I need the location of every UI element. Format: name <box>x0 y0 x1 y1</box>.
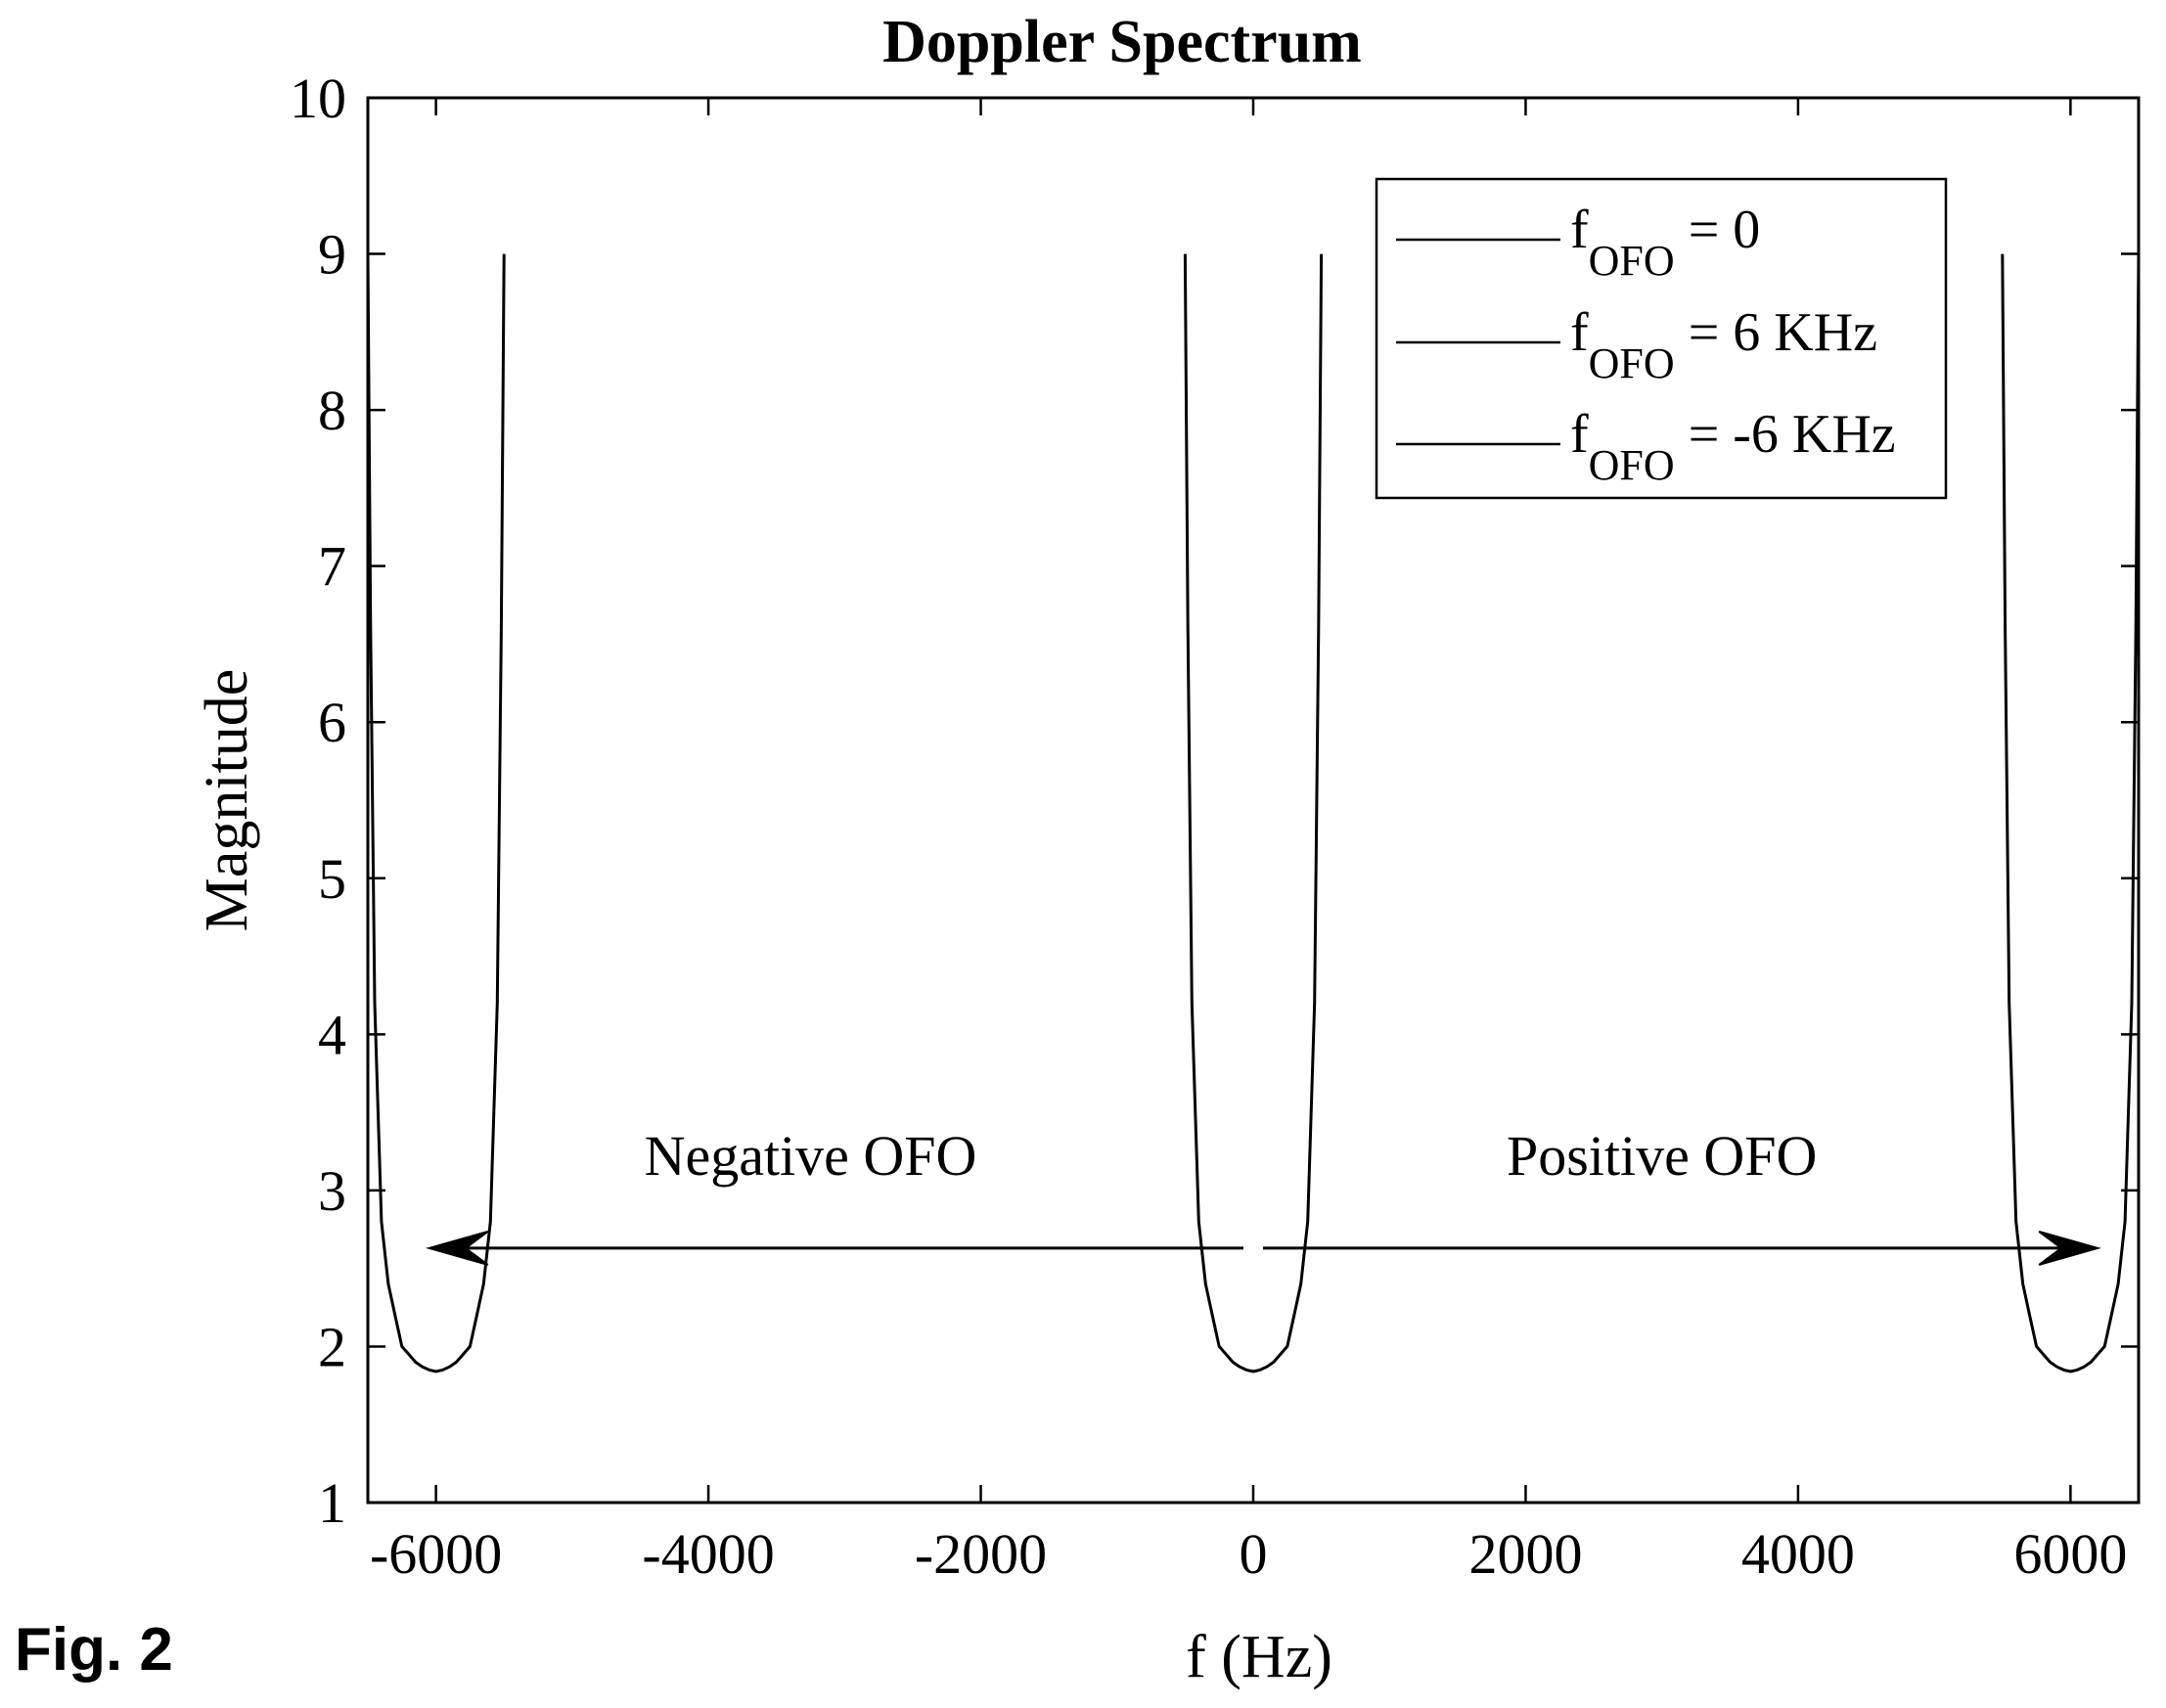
y-tick-label: 9 <box>318 223 346 287</box>
legend-symbol: f <box>1570 404 1589 465</box>
x-axis-ticks: -6000 -4000 -2000 0 2000 4000 6000 <box>370 98 2127 1586</box>
y-tick-label: 7 <box>318 535 346 599</box>
x-tick-label: 0 <box>1240 1522 1268 1586</box>
annotation-label: Negative OFO <box>645 1124 977 1188</box>
x-tick-label: -4000 <box>642 1522 774 1586</box>
figure-label: Fig. 2 <box>15 1616 173 1684</box>
y-tick-label: 3 <box>318 1159 346 1223</box>
legend-value: = 6 KHz <box>1675 302 1877 363</box>
y-tick-label: 6 <box>318 691 346 754</box>
series-line-1 <box>2001 253 2141 1373</box>
legend-entry-0: fOFO = 0 <box>1570 200 1760 285</box>
y-tick-label: 4 <box>318 1003 346 1066</box>
annotations: Negative OFO Positive OFO <box>645 1124 1818 1188</box>
legend-subscript: OFO <box>1589 237 1675 285</box>
chart-title: Doppler Spectrum <box>882 9 1362 75</box>
x-tick-label: 4000 <box>1741 1522 1855 1586</box>
legend-value: = 0 <box>1675 200 1761 260</box>
y-tick-label: 8 <box>318 379 346 442</box>
ofo-arrows <box>425 1230 2101 1266</box>
legend-value: = -6 KHz <box>1675 404 1896 465</box>
legend-symbol: f <box>1570 200 1589 260</box>
x-axis-label: f (Hz) <box>1186 1624 1332 1690</box>
arrow-head-left <box>425 1230 489 1266</box>
y-tick-label: 10 <box>290 67 346 130</box>
legend-entry-1: fOFO = 6 KHz <box>1570 302 1877 387</box>
x-tick-label: -6000 <box>370 1522 502 1586</box>
series-line-2 <box>366 253 506 1373</box>
y-tick-label: 1 <box>318 1471 346 1535</box>
legend-entry-2: fOFO = -6 KHz <box>1570 404 1896 489</box>
legend-symbol: f <box>1570 302 1589 363</box>
y-tick-label: 5 <box>318 847 346 911</box>
annotation-label: Positive OFO <box>1507 1124 1817 1188</box>
x-tick-label: 2000 <box>1468 1522 1582 1586</box>
arrow-head-right <box>2038 1230 2101 1266</box>
series-line-0 <box>1183 253 1324 1373</box>
x-tick-label: -2000 <box>915 1522 1047 1586</box>
y-axis-label: Magnitude <box>194 669 260 932</box>
x-tick-label: 6000 <box>2013 1522 2127 1586</box>
y-tick-label: 2 <box>318 1315 346 1378</box>
legend-subscript: OFO <box>1589 441 1675 489</box>
y-axis-ticks: 1 2 3 4 5 6 7 8 9 10 <box>290 67 2139 1535</box>
legend-subscript: OFO <box>1589 339 1675 387</box>
